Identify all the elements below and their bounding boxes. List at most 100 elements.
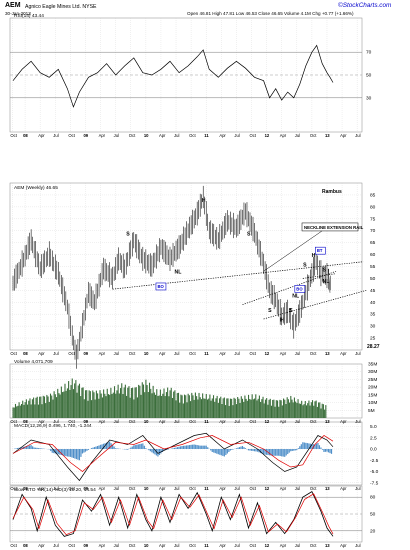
x-axis-label: Jul bbox=[114, 486, 119, 491]
volume-bar bbox=[136, 397, 138, 418]
x-axis-label: Jul bbox=[355, 486, 360, 491]
x-axis-label: Jul bbox=[53, 351, 58, 356]
volume-bar bbox=[319, 402, 321, 418]
x-axis-label: Oct bbox=[189, 486, 196, 491]
x-axis-label: Oct bbox=[250, 133, 257, 138]
volume-bar bbox=[244, 395, 246, 418]
x-axis-label: Oct bbox=[68, 543, 75, 548]
macd-histogram-bar bbox=[204, 445, 206, 449]
volume-bar bbox=[170, 387, 172, 418]
volume-bar bbox=[209, 394, 211, 418]
volume-bar bbox=[198, 392, 200, 418]
volume-title: Volume 4,071,709 bbox=[14, 359, 53, 365]
macd-histogram-bar bbox=[222, 449, 224, 456]
macd-histogram-bar bbox=[179, 446, 182, 449]
macd-histogram-bar bbox=[261, 449, 263, 454]
volume-bar bbox=[217, 402, 219, 418]
volume-bar bbox=[222, 398, 224, 418]
callout-pointer bbox=[263, 230, 323, 272]
macd-histogram-bar bbox=[297, 448, 299, 449]
macd-histogram-bar bbox=[158, 449, 161, 455]
macd-histogram-bar bbox=[290, 449, 292, 452]
macd-histogram-bar bbox=[296, 449, 298, 451]
volume-bar bbox=[75, 380, 77, 418]
volume-bar bbox=[74, 383, 76, 418]
macd-histogram-bar bbox=[329, 449, 331, 454]
volume-bar bbox=[180, 394, 182, 418]
volume-bar bbox=[94, 399, 96, 418]
macd-histogram-bar bbox=[259, 449, 262, 454]
macd-tick-label: -7.5 bbox=[370, 480, 379, 486]
x-axis-label: Apr bbox=[280, 543, 287, 548]
x-axis-label: Jul bbox=[355, 419, 360, 424]
macd-histogram-bar bbox=[225, 449, 227, 455]
annotation-box bbox=[155, 282, 167, 291]
x-axis-label: Oct bbox=[310, 419, 317, 424]
volume-bar bbox=[155, 394, 157, 418]
x-axis-label: Apr bbox=[280, 351, 287, 356]
macd-histogram-bar bbox=[175, 447, 177, 449]
macd-histogram-bar bbox=[109, 441, 111, 449]
volume-bar bbox=[210, 400, 212, 418]
macd-histogram-bar bbox=[32, 446, 34, 449]
x-axis-label: Apr bbox=[38, 133, 45, 138]
x-axis-label: 08 bbox=[23, 351, 28, 356]
volume-bar bbox=[266, 398, 268, 418]
macd-histogram-bar bbox=[161, 449, 164, 452]
volume-bar bbox=[252, 399, 254, 418]
annotation-bo: BO bbox=[296, 286, 303, 291]
x-axis-label: Oct bbox=[129, 419, 136, 424]
volume-bar bbox=[28, 400, 30, 418]
volume-bar bbox=[119, 388, 122, 418]
macd-histogram-bar bbox=[217, 449, 219, 455]
macd-histogram-bar bbox=[240, 446, 242, 449]
volume-bar bbox=[289, 402, 291, 418]
x-axis-label: 13 bbox=[325, 351, 330, 356]
volume-bar bbox=[58, 393, 60, 418]
macd-histogram-bar bbox=[176, 447, 179, 449]
volume-bar bbox=[287, 399, 289, 418]
rsi-tick-label: 30 bbox=[366, 95, 372, 101]
volume-bar bbox=[159, 389, 161, 418]
volume-bar bbox=[100, 393, 102, 418]
macd-histogram-bar bbox=[56, 449, 58, 454]
macd-tick-label: 2.5 bbox=[370, 435, 377, 441]
x-axis-label: 13 bbox=[325, 133, 330, 138]
macd-histogram-bar bbox=[213, 449, 215, 453]
volume-bar bbox=[281, 405, 283, 418]
rsi-tick-label: 70 bbox=[366, 50, 372, 56]
volume-bar bbox=[245, 398, 247, 418]
macd-histogram-bar bbox=[198, 445, 200, 449]
volume-bar bbox=[174, 390, 176, 418]
x-axis-label: Apr bbox=[38, 351, 45, 356]
company-name: Agnico Eagle Mines Ltd. NYSE bbox=[25, 4, 97, 10]
macd-histogram-bar bbox=[39, 448, 41, 449]
x-axis-label: 08 bbox=[23, 419, 28, 424]
x-axis-label: 10 bbox=[144, 133, 149, 138]
volume-bar bbox=[249, 399, 251, 418]
macd-histogram-bar bbox=[247, 449, 250, 451]
volume-bar bbox=[118, 393, 120, 418]
x-axis-label: Jul bbox=[53, 419, 58, 424]
volume-bar bbox=[270, 405, 273, 418]
volume-bar bbox=[53, 391, 55, 418]
x-axis-label: 11 bbox=[204, 133, 209, 138]
macd-histogram-bar bbox=[142, 443, 144, 449]
macd-histogram-bar bbox=[50, 449, 52, 452]
macd-histogram-bar bbox=[152, 449, 154, 454]
volume-bar bbox=[322, 404, 324, 418]
x-axis-label: Jul bbox=[114, 419, 119, 424]
volume-bar bbox=[307, 403, 309, 418]
volume-bar bbox=[66, 388, 68, 418]
volume-bar bbox=[81, 387, 83, 418]
x-axis-label: Oct bbox=[68, 133, 75, 138]
macd-histogram-bar bbox=[35, 447, 37, 449]
volume-tick-label: 35M bbox=[368, 362, 377, 368]
volume-bar bbox=[169, 390, 171, 418]
sto-k-line bbox=[12, 491, 334, 537]
x-axis-label: Jul bbox=[234, 486, 239, 491]
volume-bar bbox=[55, 397, 58, 418]
macd-histogram-bar bbox=[300, 444, 302, 449]
volume-bar bbox=[254, 398, 256, 418]
macd-histogram-bar bbox=[270, 449, 272, 456]
